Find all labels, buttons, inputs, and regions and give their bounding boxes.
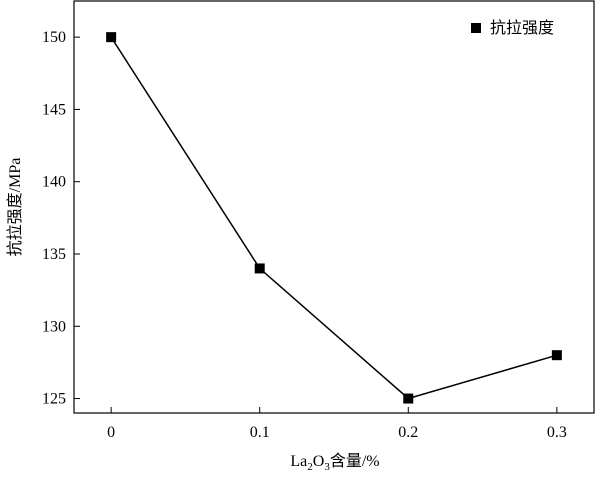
series-line — [110, 36, 558, 400]
legend-marker-icon — [471, 23, 481, 33]
x-tick-label: 0.3 — [547, 424, 567, 441]
x-tick-label: 0 — [107, 424, 115, 441]
legend-label: 抗拉强度 — [490, 19, 554, 37]
legend: 抗拉强度 — [471, 19, 554, 37]
data-point — [254, 263, 265, 274]
y-tick-label: 150 — [42, 29, 66, 46]
x-label-sub-2: 2 — [307, 461, 313, 473]
y-tick-label: 145 — [42, 101, 66, 118]
x-tick-label: 0.2 — [398, 424, 418, 441]
y-axis: 125 130 135 140 145 150 — [42, 29, 80, 408]
x-label-rest: 含量/% — [330, 452, 380, 470]
y-tick-label: 125 — [42, 391, 66, 408]
data-point — [403, 393, 414, 404]
data-point — [551, 350, 562, 361]
y-tick-label: 130 — [42, 318, 66, 335]
x-tick-label: 0.1 — [250, 424, 270, 441]
series-layer — [106, 32, 562, 404]
x-label-o: O — [313, 453, 325, 470]
y-tick-label: 135 — [42, 246, 66, 263]
x-label-la: La — [290, 453, 307, 470]
y-axis-label: 抗拉强度/MPa — [6, 158, 24, 257]
x-label-sub-3: 3 — [324, 461, 330, 473]
x-axis: 0 0.1 0.2 0.3 — [107, 407, 567, 441]
plot-frame — [73, 0, 595, 414]
y-tick-label: 140 — [42, 174, 66, 191]
data-point — [106, 32, 117, 43]
x-axis-label: La2O3含量/% — [290, 452, 379, 473]
